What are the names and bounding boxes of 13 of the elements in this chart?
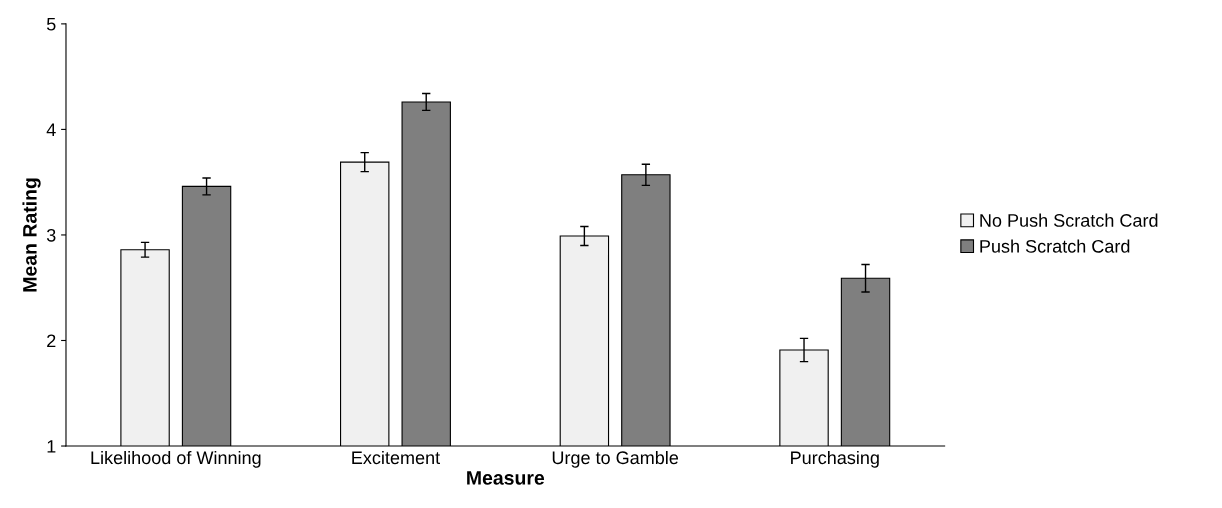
- x-tick-label: Likelihood of Winning: [91, 450, 261, 468]
- y-tick-label: 1: [47, 440, 56, 453]
- y-tick-label: 2: [47, 334, 56, 348]
- y-tick-label: 3: [46, 228, 56, 242]
- y-tick-label: 5: [46, 18, 56, 31]
- legend-label: No Push Scratch Card: [980, 213, 1158, 227]
- y-axis-title: Mean Rating: [22, 178, 41, 292]
- x-axis-title: Measure: [467, 471, 545, 485]
- x-tick-label: Excitement: [352, 450, 440, 465]
- legend-label: Push Scratch Card: [980, 239, 1130, 253]
- y-tick-label: 4: [46, 123, 56, 136]
- x-tick-label: Urge to Gamble: [552, 450, 679, 468]
- x-tick-label: Purchasing: [791, 450, 879, 468]
